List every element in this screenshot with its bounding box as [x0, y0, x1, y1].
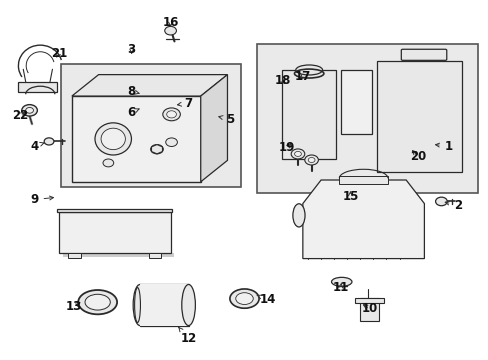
Ellipse shape — [85, 294, 110, 310]
Bar — [61, 64, 240, 187]
Ellipse shape — [235, 293, 253, 305]
Text: 17: 17 — [294, 70, 310, 83]
Text: 8: 8 — [127, 85, 139, 98]
Ellipse shape — [292, 204, 305, 227]
Text: 4: 4 — [30, 140, 44, 153]
Bar — [360, 298, 378, 321]
Bar — [256, 44, 477, 193]
Text: 22: 22 — [12, 109, 28, 122]
Ellipse shape — [133, 284, 146, 325]
Text: 14: 14 — [256, 293, 275, 306]
Text: 1: 1 — [435, 140, 452, 153]
Bar — [148, 252, 161, 257]
Bar — [340, 70, 372, 134]
Bar — [57, 208, 172, 212]
Text: 16: 16 — [162, 16, 179, 29]
Circle shape — [435, 197, 447, 206]
Circle shape — [165, 138, 177, 147]
Ellipse shape — [101, 128, 125, 150]
Circle shape — [294, 152, 301, 157]
Text: 2: 2 — [444, 198, 462, 212]
Text: 13: 13 — [65, 300, 81, 313]
Circle shape — [290, 149, 304, 159]
Circle shape — [307, 157, 314, 162]
Circle shape — [22, 105, 37, 116]
Circle shape — [44, 138, 54, 145]
Text: 12: 12 — [179, 327, 196, 346]
Bar — [339, 176, 387, 184]
Text: 5: 5 — [218, 113, 234, 126]
Text: 7: 7 — [177, 97, 192, 110]
Polygon shape — [302, 180, 424, 258]
Circle shape — [166, 111, 176, 118]
Ellipse shape — [182, 284, 195, 325]
Text: 9: 9 — [30, 193, 53, 206]
Bar — [59, 212, 170, 253]
Text: 6: 6 — [127, 105, 139, 119]
Bar — [68, 252, 81, 257]
Bar — [376, 61, 461, 172]
Circle shape — [163, 108, 180, 121]
Bar — [282, 70, 335, 159]
Bar — [140, 284, 188, 325]
Bar — [72, 96, 201, 182]
Circle shape — [304, 155, 318, 165]
Ellipse shape — [229, 289, 259, 308]
Polygon shape — [72, 75, 227, 96]
Circle shape — [164, 26, 176, 35]
Polygon shape — [201, 75, 227, 182]
FancyBboxPatch shape — [401, 49, 446, 60]
Ellipse shape — [78, 290, 117, 314]
Text: 21: 21 — [51, 47, 67, 60]
Ellipse shape — [95, 123, 131, 155]
Bar — [355, 298, 383, 303]
Text: 20: 20 — [409, 150, 426, 163]
Text: 10: 10 — [361, 302, 377, 315]
Bar — [62, 252, 174, 257]
Circle shape — [103, 159, 114, 167]
Ellipse shape — [295, 65, 322, 75]
Text: 3: 3 — [127, 43, 136, 56]
Circle shape — [26, 108, 33, 113]
Text: 19: 19 — [279, 141, 295, 154]
Bar — [19, 82, 57, 93]
Text: 18: 18 — [274, 74, 290, 87]
Text: 15: 15 — [342, 190, 358, 203]
Circle shape — [150, 145, 163, 154]
Ellipse shape — [331, 277, 351, 286]
Text: 11: 11 — [332, 281, 348, 294]
